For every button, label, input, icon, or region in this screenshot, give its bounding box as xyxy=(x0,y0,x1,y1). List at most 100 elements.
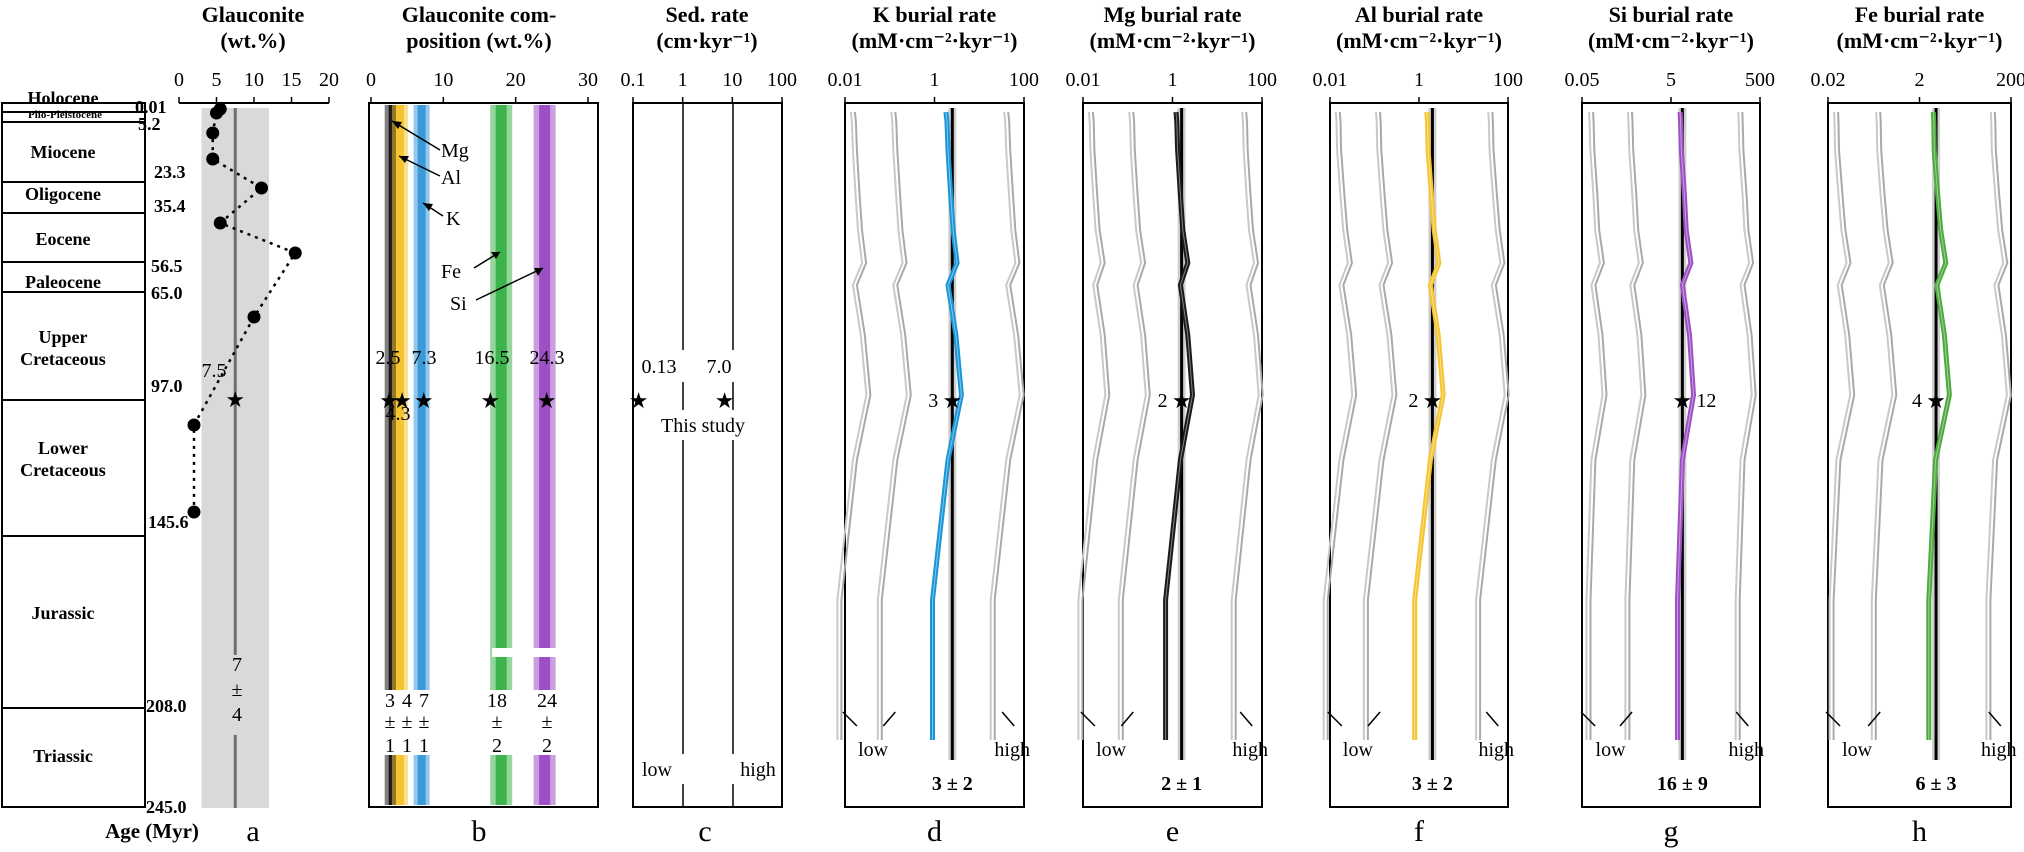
panel-b-summary-mask xyxy=(373,690,568,755)
panel-f-profile xyxy=(1412,111,1446,740)
panel-d-high-label: high xyxy=(994,739,1030,761)
panel-c-this-study: This study xyxy=(661,415,745,437)
glauconite-point-5 xyxy=(213,216,227,230)
panel-f-al-burial: Al burial rate(mM·cm⁻²·kyr⁻¹) 0.01 1 100 ★2 l… xyxy=(1313,2,1524,848)
panel-g-bound-profile-1 xyxy=(1624,111,1643,740)
epoch-upper-cretaceous-1: Upper xyxy=(39,327,88,347)
panel-g-bound-arrow-0 xyxy=(1580,711,1596,727)
sed-rate-star-1: ★ xyxy=(715,388,735,413)
panel-d-bound-profile-1 xyxy=(880,111,912,740)
panel-b-summary: 3 4 7 18 24 ± ± ± ± ± 1 1 1 2 2 xyxy=(385,690,557,757)
pm-al: ± xyxy=(402,711,413,733)
panel-e-profile xyxy=(1163,111,1196,740)
err-al: 1 xyxy=(402,735,412,757)
panel-g-summary: 16 ± 9 xyxy=(1657,773,1708,795)
panel-f-bound-profile-1 xyxy=(1362,111,1394,740)
bar-al xyxy=(395,105,404,805)
arrow-al-head xyxy=(399,156,409,163)
panel-b-composition: Glauconite com- position (wt.%) 0 10 20 30 … xyxy=(366,2,599,848)
value-k: 7.3 xyxy=(412,347,437,369)
panel-f-tick-label: 100 xyxy=(1493,69,1523,91)
value-al: 4.3 xyxy=(386,403,411,425)
arrow-si-head xyxy=(534,268,543,276)
star-fe: ★ xyxy=(480,388,500,413)
panel-g-star: ★ xyxy=(1672,388,1692,413)
panel-h-profile-highlight xyxy=(1928,111,1950,740)
panel-c-stars: ★ ★ xyxy=(629,388,735,413)
label-al: Al xyxy=(441,167,461,189)
panel-c-value-high: 7.0 xyxy=(707,356,732,378)
panel-g-bound-arrow-2 xyxy=(1735,711,1749,727)
panel-f-title-1: Al burial rate xyxy=(1355,2,1484,27)
mean-k: 7 xyxy=(419,690,429,712)
panel-g-profile-highlight xyxy=(1677,111,1695,740)
panel-d-bound-arrow-2 xyxy=(1001,711,1015,727)
panel-f-high-label: high xyxy=(1479,739,1515,761)
panel-g-bound-profile-2 xyxy=(1738,111,1757,740)
panel-b-title-1: Glauconite com- xyxy=(402,2,557,27)
tick-label: 5 xyxy=(212,69,222,91)
panel-h-bound-arrow-0 xyxy=(1825,711,1841,727)
panel-e-bound-arrow-0 xyxy=(1080,711,1096,727)
panel-g-bound-profile-1 xyxy=(1628,111,1647,740)
panel-g-profile xyxy=(1675,111,1697,740)
panel-g-low-label: low xyxy=(1596,739,1627,761)
panel-g-tick-label: 500 xyxy=(1745,69,1775,91)
panel-c-frame xyxy=(632,102,783,808)
panel-g-bound-arrow-1 xyxy=(1619,711,1633,727)
panel-d-profile xyxy=(930,111,964,740)
label-si: Si xyxy=(450,293,467,315)
bar-si xyxy=(539,105,551,805)
panel-g-bound-profile-0 xyxy=(1589,111,1608,740)
err-fe: 2 xyxy=(492,735,502,757)
panel-f-bound-profile-1 xyxy=(1366,111,1398,740)
panel-f-bound-arrow-2 xyxy=(1485,711,1499,727)
star-mg: ★ xyxy=(379,388,399,413)
panel-f-title-2: (mM·cm⁻²·kyr⁻¹) xyxy=(1336,28,1502,53)
panel-b-frame xyxy=(368,102,599,808)
tick-label: 0 xyxy=(174,69,184,91)
tick-label: 1 xyxy=(678,69,688,91)
tick-label: 20 xyxy=(506,69,526,91)
panel-b-bar-gap xyxy=(492,648,556,657)
panel-a-summary-value: 7 xyxy=(232,654,242,676)
panel-e-bound-arrow-2 xyxy=(1239,711,1253,727)
err-mg: 1 xyxy=(385,735,395,757)
panel-d-bound-profile-0 xyxy=(840,111,872,740)
panel-a-title-2: (wt.%) xyxy=(220,28,285,53)
epoch-oligocene: Oligocene xyxy=(25,184,101,204)
glauconite-point-3 xyxy=(206,152,220,166)
panel-g-star-value: 12 xyxy=(1696,390,1716,412)
tick-label: 10 xyxy=(433,69,453,91)
panel-h-summary: 6 ± 3 xyxy=(1916,773,1957,795)
panel-f-profile-highlight xyxy=(1414,111,1444,740)
panel-f-bound-arrow-0 xyxy=(1327,711,1343,727)
panel-f-letter: f xyxy=(1414,815,1424,848)
panel-h-bound-profile-1 xyxy=(1874,111,1898,740)
panel-h-tick-label: 0.02 xyxy=(1811,69,1846,91)
age-label-56-5: 56.5 xyxy=(151,256,183,276)
panel-d-star-value: 3 xyxy=(928,390,938,412)
panel-f-bound-profile-2 xyxy=(1479,111,1510,740)
glauconite-point-9 xyxy=(187,505,201,519)
panel-e-bound-profile-1 xyxy=(1117,111,1147,740)
panel-d-bound-arrow-0 xyxy=(842,711,858,727)
tick-label: 0.1 xyxy=(621,69,646,91)
panel-f-tick-label: 0.01 xyxy=(1313,69,1348,91)
panel-d-title-2: (mM·cm⁻²·kyr⁻¹) xyxy=(852,28,1018,53)
panel-a-letter: a xyxy=(246,815,259,848)
panel-c-low: low xyxy=(642,759,673,781)
panel-d-tick-label: 1 xyxy=(930,69,940,91)
panel-c-high: high xyxy=(740,759,776,781)
panel-f-star-value: 2 xyxy=(1408,390,1418,412)
age-label-97-0: 97.0 xyxy=(151,376,183,396)
glauconite-point-7 xyxy=(247,310,261,324)
pm-fe: ± xyxy=(492,711,503,733)
value-si: 24.3 xyxy=(530,347,565,369)
panel-h-title-1: Fe burial rate xyxy=(1855,2,1985,27)
panel-h-profile xyxy=(1926,111,1952,740)
star-si: ★ xyxy=(537,388,557,413)
panel-g-tick-label: 5 xyxy=(1666,69,1676,91)
panel-d-star: ★ xyxy=(942,388,962,413)
